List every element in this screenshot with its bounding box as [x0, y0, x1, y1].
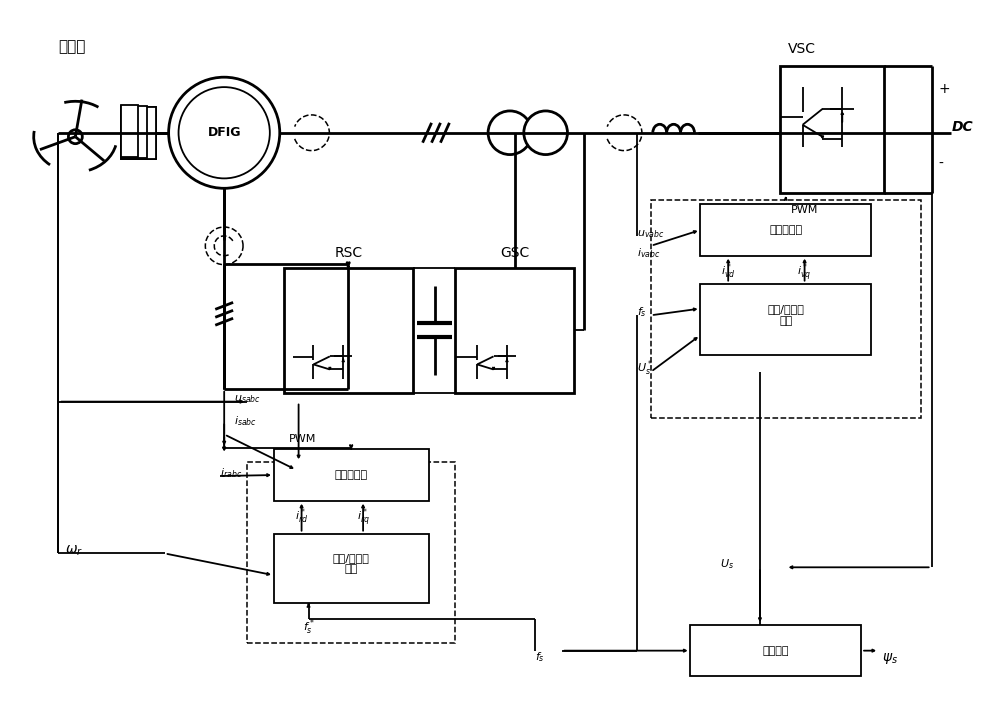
Text: $f_s$: $f_s$ [637, 305, 647, 319]
Bar [455, 268, 574, 392]
Text: 风力机: 风力机 [58, 40, 86, 54]
Bar [700, 204, 871, 256]
Bar [121, 106, 147, 158]
Text: $i^*_{rq}$: $i^*_{rq}$ [357, 507, 370, 529]
Bar [274, 534, 429, 603]
Bar [274, 449, 429, 501]
Text: $i_{sabc}$: $i_{sabc}$ [234, 414, 257, 428]
Text: DC: DC [951, 119, 973, 134]
Text: GSC: GSC [500, 246, 530, 259]
Circle shape [169, 77, 280, 188]
Text: $U_s$: $U_s$ [720, 557, 734, 571]
Text: $i^*_{vd}$: $i^*_{vd}$ [721, 262, 736, 281]
Circle shape [68, 130, 82, 144]
Bar [247, 462, 455, 643]
Text: $i_{rabc}$: $i_{rabc}$ [220, 466, 242, 480]
Text: $f_s$: $f_s$ [535, 650, 545, 665]
Text: DFIG: DFIG [207, 127, 241, 139]
Bar [700, 284, 871, 355]
Circle shape [524, 111, 567, 155]
Text: $\omega_r$: $\omega_r$ [65, 544, 84, 558]
Text: +: + [939, 82, 950, 96]
Text: $u_{vabc}$: $u_{vabc}$ [637, 228, 664, 240]
Bar [121, 107, 156, 158]
Text: $U^*_s$: $U^*_s$ [637, 358, 653, 378]
Text: $u_{sabc}$: $u_{sabc}$ [234, 394, 261, 405]
Text: $i^*_{rd}$: $i^*_{rd}$ [295, 507, 308, 527]
Bar [651, 200, 921, 419]
Text: $\psi_s$: $\psi_s$ [882, 650, 898, 665]
Text: 电流控制器: 电流控制器 [769, 225, 802, 235]
Text: $f^*_s$: $f^*_s$ [303, 617, 314, 636]
Bar [780, 66, 884, 193]
Bar [134, 107, 143, 158]
Bar [284, 268, 413, 392]
Text: VSC: VSC [788, 42, 816, 57]
Text: 频率/有功控
制器: 频率/有功控 制器 [333, 553, 370, 574]
Bar [690, 625, 861, 677]
Text: 协调控制: 协调控制 [763, 645, 789, 655]
Text: PWM: PWM [289, 434, 316, 444]
Bar [121, 105, 138, 156]
Circle shape [179, 87, 270, 178]
Bar [127, 107, 149, 158]
Text: RSC: RSC [334, 246, 362, 259]
Text: -: - [939, 156, 943, 170]
Text: PWM: PWM [791, 205, 818, 215]
Bar [121, 107, 156, 158]
Text: $i_{vabc}$: $i_{vabc}$ [637, 246, 660, 259]
Circle shape [488, 111, 532, 155]
Text: $i^*_{vq}$: $i^*_{vq}$ [797, 262, 812, 284]
Text: 电流控制器: 电流控制器 [335, 470, 368, 480]
Text: 电压/无功控
制器: 电压/无功控 制器 [767, 305, 804, 326]
